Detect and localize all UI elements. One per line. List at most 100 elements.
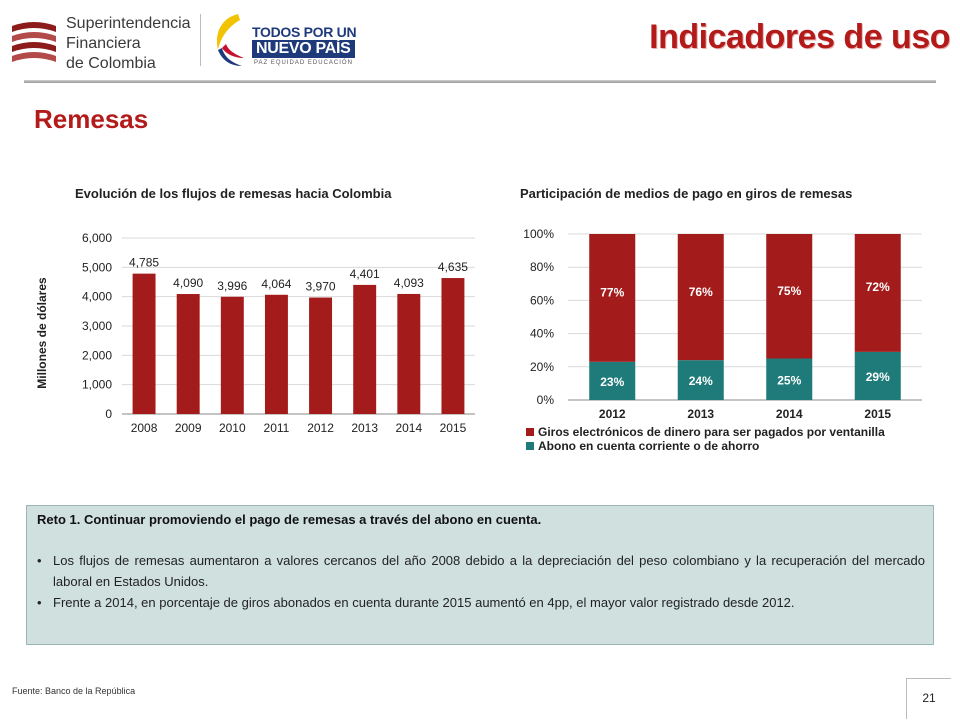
stack-segment-abono: [854, 351, 901, 400]
bar-chart-bars: [132, 273, 465, 414]
stack-segment-abono: [677, 360, 724, 400]
bar-x-tick-label: 2010: [219, 421, 246, 435]
gov-logo-line3: PAZ EQUIDAD EDUCACIÓN: [254, 60, 353, 66]
stack-segment-abono: [589, 361, 636, 400]
stack-segment-giros: [854, 234, 901, 352]
stack-segment-label: 25%: [777, 373, 801, 387]
bar-y-tick-label: 6,000: [82, 231, 112, 245]
bar: [397, 293, 421, 414]
legend-swatch: [526, 428, 534, 436]
bar-x-tick-label: 2015: [440, 421, 467, 435]
source-note: Fuente: Banco de la República: [12, 686, 136, 696]
bar-y-tick-label: 5,000: [82, 260, 112, 274]
reto-bullets: • Los flujos de remesas aumentaron a val…: [37, 550, 925, 613]
bar-value-label: 4,093: [394, 276, 424, 290]
bar-y-tick-label: 0: [105, 407, 112, 421]
bar-y-tick-label: 3,000: [82, 319, 112, 333]
section-title: Remesas: [34, 104, 149, 134]
stacked-chart-legend: Giros electrónicos de dinero para ser pa…: [526, 425, 885, 453]
bar-value-label: 4,064: [261, 277, 291, 291]
stack-y-tick-label: 100%: [523, 227, 554, 241]
stack-segment-label: 23%: [600, 375, 624, 389]
stack-x-tick-label: 2013: [687, 407, 714, 421]
bar-value-label: 4,635: [438, 260, 468, 274]
bar-x-tick-label: 2013: [351, 421, 378, 435]
bar-y-tick-label: 4,000: [82, 290, 112, 304]
stack-x-tick-label: 2012: [599, 407, 626, 421]
stack-segment-label: 24%: [689, 374, 713, 388]
reto-bullet-2-text: Frente a 2014, en porcentaje de giros ab…: [53, 595, 795, 610]
stack-y-tick-label: 40%: [530, 327, 554, 341]
bar-x-tick-label: 2012: [307, 421, 334, 435]
bar-x-tick-label: 2014: [395, 421, 422, 435]
bar: [176, 294, 200, 414]
bar: [353, 284, 377, 414]
org-logo-line2: Financiera: [66, 35, 141, 52]
stack-segment-label: 77%: [600, 286, 624, 300]
reto-title: Reto 1. Continuar promoviendo el pago de…: [37, 512, 542, 527]
bar-chart-y-ticks: 0 1,000 2,000 3,000 4,000 5,000 6,000: [82, 231, 112, 421]
gov-logo-line2: NUEVO PAÍS: [252, 40, 355, 58]
stacked-chart-x-ticks: 2012 2013 2014 2015: [599, 407, 892, 421]
bar-value-label: 3,996: [217, 279, 247, 293]
bar-x-tick-label: 2009: [175, 421, 202, 435]
page-number-box: 21: [906, 678, 951, 719]
bullet-dot-icon: •: [37, 553, 42, 568]
stack-segment-label: 75%: [777, 284, 801, 298]
bar-value-label: 4,090: [173, 276, 203, 290]
legend-entry: Giros electrónicos de dinero para ser pa…: [538, 425, 885, 439]
legend-entry: Abono en cuenta corriente o de ahorro: [538, 439, 759, 453]
stack-y-tick-label: 20%: [530, 360, 554, 374]
org-logo: Superintendencia Financiera de Colombia: [8, 12, 198, 72]
bar-chart-value-labels: 4,785 4,090 3,996 4,064 3,970 4,401 4,093 4,635: [129, 256, 468, 294]
reto-bullet-2: • Frente a 2014, en porcentaje de giros …: [37, 592, 925, 613]
stacked-chart-segment-labels: 23% 77% 24% 76% 25% 75% 29% 72%: [600, 280, 890, 389]
header-divider: [200, 14, 201, 66]
bar-value-label: 4,785: [129, 256, 159, 270]
reto-bullet-1: • Los flujos de remesas aumentaron a val…: [37, 550, 925, 592]
stack-segment-giros: [766, 234, 813, 359]
bar-chart: 4,785 4,090 3,996 4,064 3,970 4,401 4,093 4,635…: [82, 231, 475, 435]
stack-x-tick-label: 2015: [864, 407, 891, 421]
gov-logo-line1: TODOS POR UN: [252, 24, 357, 40]
stack-x-tick-label: 2014: [776, 407, 803, 421]
bar-chart-y-axis-label-wrap: Millones de dólares: [30, 222, 70, 450]
stack-segment-giros: [677, 234, 724, 361]
bar-chart-title: Evolución de los flujos de remesas hacia…: [75, 186, 392, 201]
bar-x-tick-label: 2008: [131, 421, 158, 435]
bar: [441, 278, 465, 414]
legend-swatch: [526, 442, 534, 450]
stack-segment-label: 72%: [866, 280, 890, 294]
stacked-chart-y-ticks: 0% 20% 40% 60% 80% 100%: [523, 227, 554, 407]
reto-bullet-1-text: Los flujos de remesas aumentaron a valor…: [53, 553, 925, 589]
bar: [264, 294, 288, 414]
bar-value-label: 3,970: [306, 280, 336, 294]
org-logo-text: Superintendencia Financiera de Colombia: [66, 14, 191, 74]
gov-logo: TODOS POR UN NUEVO PAÍS PAZ EQUIDAD EDUC…: [208, 10, 357, 72]
bar: [132, 273, 156, 414]
bar-chart-x-ticks: 2008 2009 2010 2011 2012 2013 2014 2015: [131, 421, 467, 435]
stack-segment-giros: [589, 234, 636, 362]
reto-box: Reto 1. Continuar promoviendo el pago de…: [26, 505, 934, 645]
bar-chart-grid: [122, 237, 475, 415]
stack-segment-label: 29%: [866, 370, 890, 384]
bullet-dot-icon: •: [37, 595, 42, 610]
page-number: 21: [922, 691, 936, 705]
page-title: Indicadores de uso: [649, 18, 950, 56]
stack-segment-abono: [766, 358, 813, 400]
bar: [309, 297, 333, 414]
bar-x-tick-label: 2011: [264, 421, 290, 435]
stack-segment-label: 76%: [689, 285, 713, 299]
stacked-chart-bars: [589, 234, 901, 400]
bar-chart-y-axis-label-text: Millones de dólares: [35, 277, 49, 389]
org-emblem-icon: [12, 22, 56, 62]
bar-y-tick-label: 1,000: [82, 378, 112, 392]
gov-emblem-icon: [216, 14, 244, 66]
bar: [220, 296, 244, 414]
org-logo-line1: Superintendencia: [66, 15, 191, 32]
stack-y-tick-label: 80%: [530, 260, 554, 274]
stack-y-tick-label: 0%: [537, 393, 555, 407]
bar-y-tick-label: 2,000: [82, 348, 112, 362]
org-logo-line3: de Colombia: [66, 55, 156, 72]
bar-value-label: 4,401: [350, 267, 380, 281]
